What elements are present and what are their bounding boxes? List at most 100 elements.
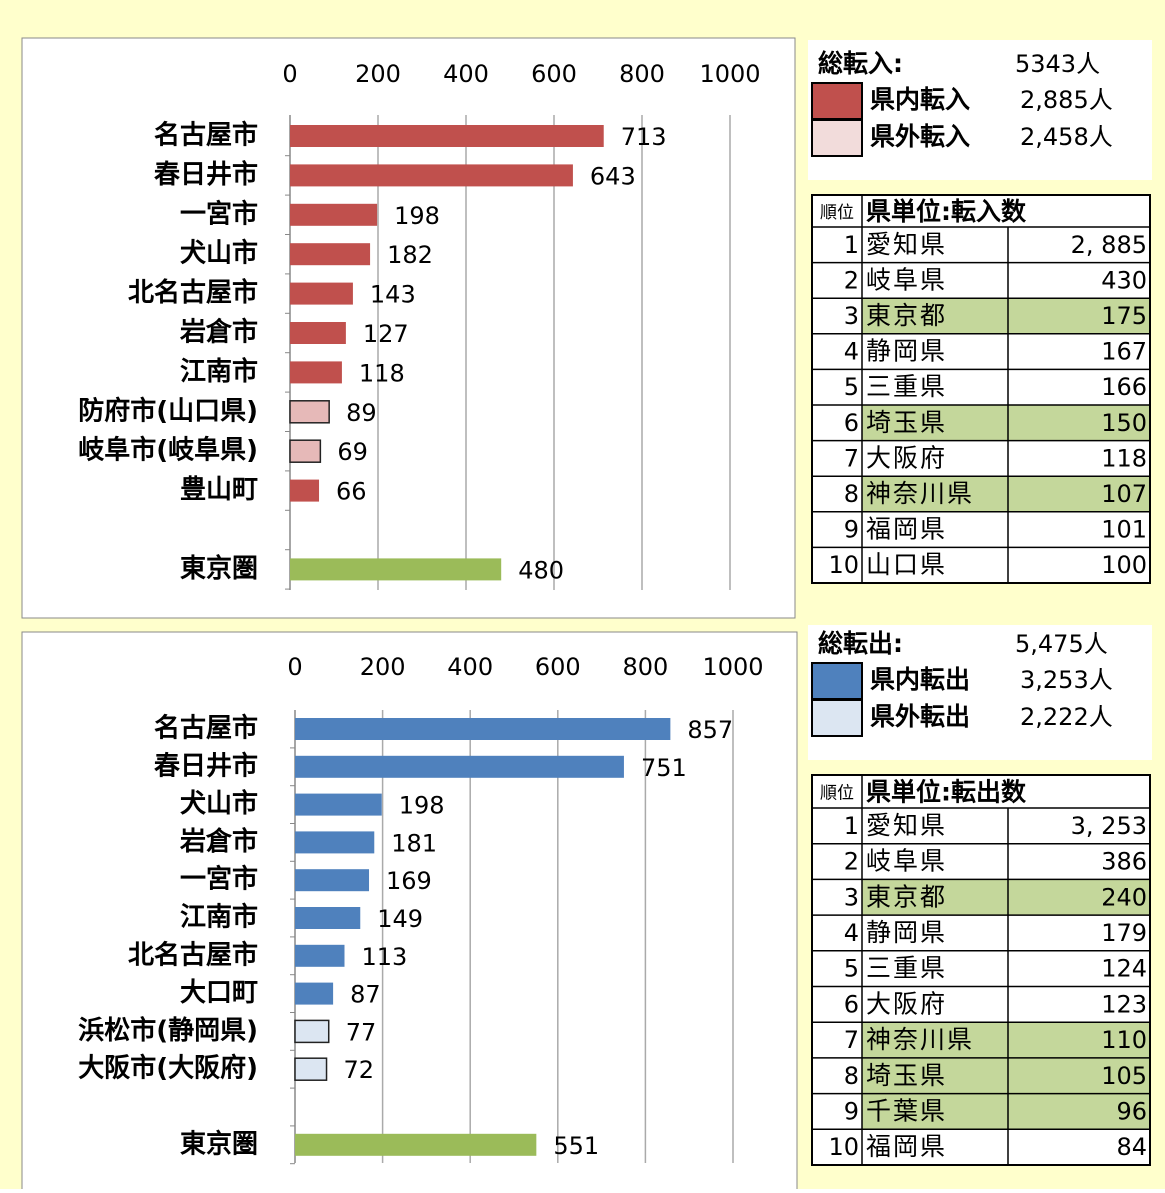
bar <box>290 322 346 344</box>
count-cell: 123 <box>1101 990 1147 1018</box>
rank-cell: 3 <box>844 883 859 911</box>
legend-panel <box>808 40 1152 180</box>
name-cell: 愛知県 <box>866 811 947 840</box>
name-cell: 三重県 <box>866 954 947 983</box>
legend-swatch <box>811 119 863 157</box>
bar <box>295 755 624 778</box>
rank-cell: 10 <box>828 551 859 579</box>
bar <box>290 243 371 266</box>
name-cell: 東京都 <box>866 882 947 911</box>
legend-swatch <box>811 662 863 700</box>
x-tick-label: 600 <box>535 653 581 681</box>
rank-header: 順位 <box>820 203 854 223</box>
legend-label: 県内転入 <box>870 85 970 114</box>
count-cell: 84 <box>1116 1133 1147 1161</box>
y-tick-label: 大口町 <box>180 978 258 1008</box>
name-cell: 福岡県 <box>866 515 947 544</box>
rank-cell: 10 <box>828 1133 859 1161</box>
data-label: 149 <box>377 905 423 933</box>
count-cell: 101 <box>1101 516 1147 544</box>
data-label: 77 <box>346 1018 377 1046</box>
legend-value: 2,885人 <box>1020 86 1113 114</box>
name-cell: 神奈川県 <box>866 1025 974 1054</box>
count-cell: 118 <box>1101 444 1147 472</box>
y-tick-label: 豊山町 <box>180 475 258 505</box>
bar <box>295 793 382 816</box>
bar <box>290 203 378 226</box>
rank-cell: 6 <box>844 409 859 437</box>
count-cell: 107 <box>1101 480 1147 508</box>
count-cell: 430 <box>1101 266 1147 294</box>
row-highlight <box>862 405 1150 441</box>
legend-value: 2,222人 <box>1020 703 1113 731</box>
y-tick-label: 大阪市(大阪府) <box>78 1053 258 1084</box>
data-label: 551 <box>553 1132 599 1160</box>
x-tick-label: 400 <box>447 653 493 681</box>
summary-value: 5343人 <box>1015 50 1100 78</box>
data-label: 69 <box>337 438 368 466</box>
name-cell: 東京都 <box>866 301 947 330</box>
y-tick-label: 岩倉市 <box>179 317 258 348</box>
y-tick-label: 犬山市 <box>180 788 258 819</box>
bar <box>290 282 353 305</box>
y-tick-label: 岐阜市(岐阜県) <box>78 435 258 466</box>
rank-cell: 4 <box>844 338 859 366</box>
y-tick-label: 岩倉市 <box>179 826 258 857</box>
count-cell: 110 <box>1101 1026 1147 1054</box>
name-cell: 大阪府 <box>866 989 947 1018</box>
data-label: 181 <box>391 829 437 857</box>
count-cell: 167 <box>1101 338 1147 366</box>
data-label: 87 <box>350 981 381 1009</box>
bar <box>294 1019 330 1044</box>
legend-value: 2,458人 <box>1020 123 1113 151</box>
table-border <box>811 194 1151 584</box>
x-tick-label: 800 <box>619 60 665 88</box>
data-label: 480 <box>518 556 564 584</box>
name-cell: 大阪府 <box>866 443 947 472</box>
y-tick-label: 一宮市 <box>180 864 258 895</box>
bar <box>289 439 322 463</box>
y-tick-label: 東京圏 <box>180 1128 258 1159</box>
name-cell: 埼玉県 <box>866 408 947 437</box>
bar <box>294 1057 328 1081</box>
data-label: 72 <box>344 1056 375 1084</box>
data-label: 643 <box>590 162 636 190</box>
x-tick-label: 1000 <box>702 653 763 681</box>
count-cell: 179 <box>1101 919 1147 947</box>
name-cell: 福岡県 <box>866 1132 947 1161</box>
rank-cell: 1 <box>844 812 859 840</box>
rank-cell: 8 <box>844 1062 859 1090</box>
name-cell: 岐阜県 <box>866 847 947 876</box>
x-tick-label: 0 <box>287 653 302 681</box>
x-tick-label: 400 <box>443 60 489 88</box>
rank-cell: 3 <box>844 302 859 330</box>
x-tick-label: 0 <box>282 60 297 88</box>
legend-swatch <box>811 699 863 737</box>
y-tick-label: 犬山市 <box>180 238 258 269</box>
legend-value: 3,253人 <box>1020 666 1113 694</box>
legend-label: 県外転入 <box>870 122 970 151</box>
legend-panel <box>808 625 1152 760</box>
count-cell: 166 <box>1101 373 1147 401</box>
table-bg <box>812 195 1150 583</box>
row-highlight <box>862 476 1150 512</box>
row-highlight <box>862 879 1150 916</box>
rank-cell: 7 <box>844 444 859 472</box>
bar <box>295 718 671 740</box>
rank-cell: 4 <box>844 919 859 947</box>
count-cell: 3, 253 <box>1071 812 1147 840</box>
count-cell: 150 <box>1101 409 1147 437</box>
y-tick-label: 名古屋市 <box>154 713 258 744</box>
data-label: 169 <box>386 867 432 895</box>
data-label: 143 <box>370 281 416 309</box>
name-cell: 愛知県 <box>866 230 947 259</box>
row-highlight <box>862 1022 1150 1058</box>
name-cell: 岐阜県 <box>866 265 947 294</box>
data-label: 182 <box>387 241 433 269</box>
row-highlight <box>862 298 1150 334</box>
y-tick-label: 名古屋市 <box>154 120 258 151</box>
data-label: 66 <box>336 478 367 506</box>
y-tick-label: 春日井市 <box>154 159 258 190</box>
name-cell: 静岡県 <box>866 918 947 947</box>
bar <box>295 1133 537 1156</box>
